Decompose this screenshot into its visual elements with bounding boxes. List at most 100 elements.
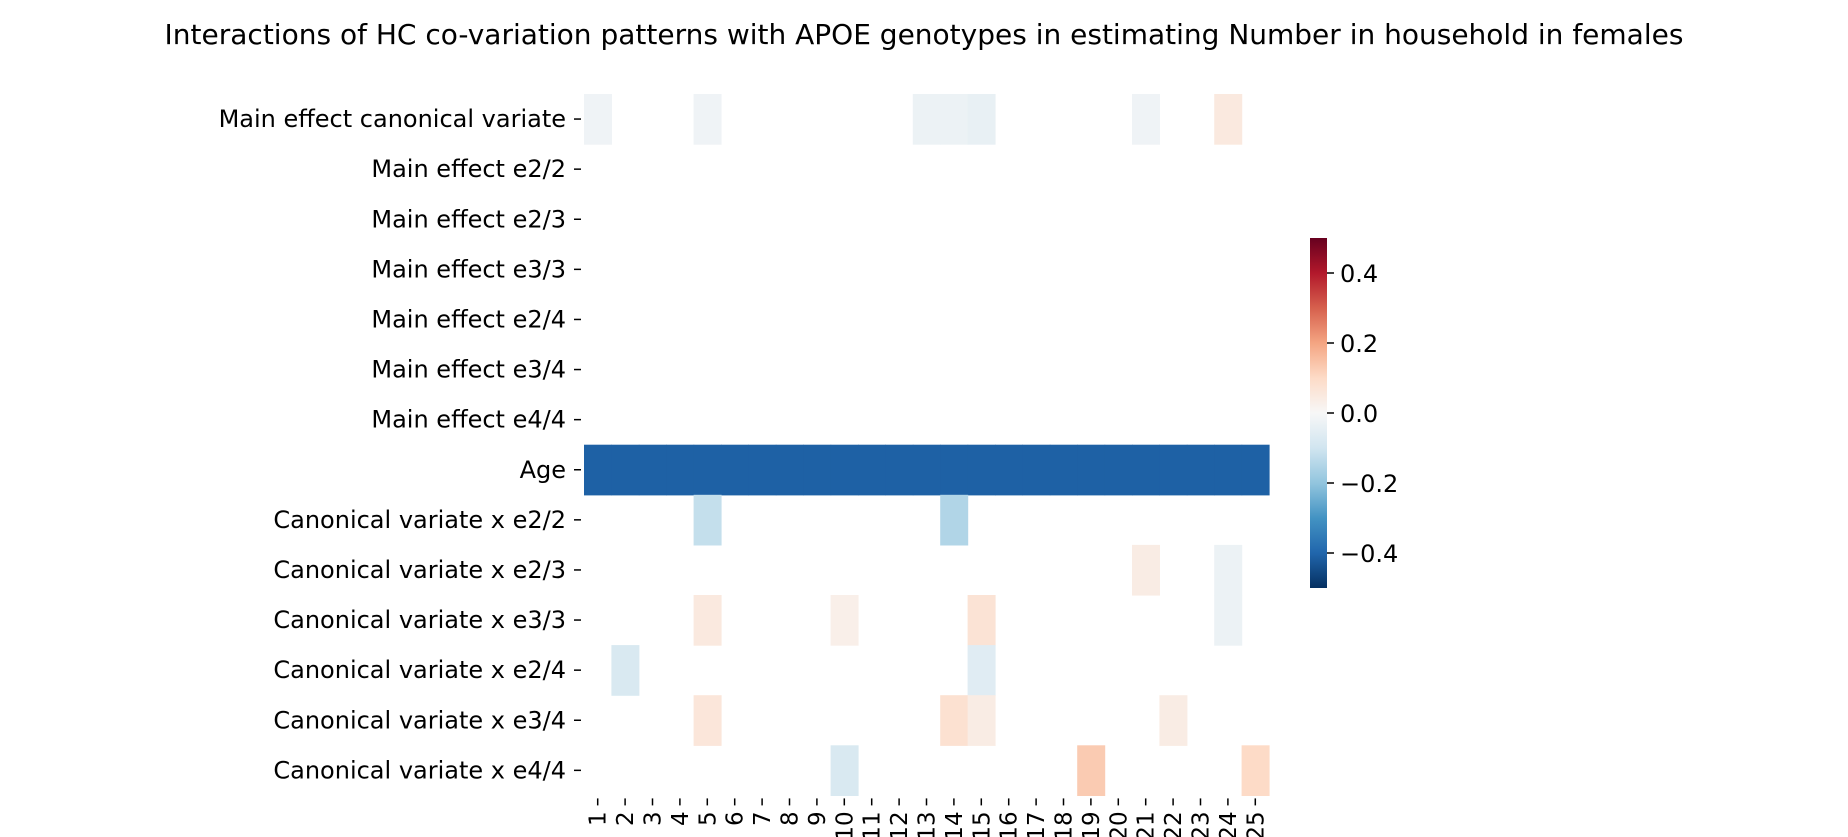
heatmap-cell: [1132, 444, 1160, 496]
colorbar-tick-label: −0.4: [1340, 540, 1398, 568]
heatmap-cell: [693, 444, 722, 496]
heatmap-cell: [940, 444, 969, 496]
heatmap-cell: [1022, 444, 1051, 496]
heatmap-cell: [638, 444, 667, 496]
y-axis: Main effect canonical variate Main effect…: [219, 105, 581, 784]
heatmap-cell: [721, 444, 749, 496]
heatmap-cell: [1214, 444, 1243, 496]
x-tick-label: 23: [1189, 811, 1215, 837]
heatmap-cell: [693, 695, 722, 746]
heatmap-cell: [1214, 94, 1243, 145]
x-tick-label: 25: [1243, 811, 1269, 837]
colorbar-ticks: 0.4 0.2 0.0 −0.2 −0.4: [1327, 260, 1398, 568]
heatmap-cell: [912, 444, 941, 496]
heatmap-cell: [611, 444, 640, 496]
heatmap-cell: [1214, 595, 1243, 646]
heatmap-cell: [1214, 544, 1243, 596]
x-tick-label: 3: [641, 811, 667, 826]
colorbar-gradient: [1310, 238, 1327, 588]
x-tick-label: 7: [750, 811, 776, 826]
heatmap-cell: [693, 595, 722, 646]
x-tick-label: 4: [668, 811, 694, 826]
heatmap-cell: [967, 595, 996, 646]
heatmap-cell: [611, 645, 640, 696]
heatmap-cell: [1241, 444, 1270, 496]
heatmap-cell: [1159, 444, 1188, 496]
x-tick-label: 5: [695, 811, 721, 826]
heatmap-cell: [940, 494, 969, 546]
y-tick-label: Main effect canonical variate: [219, 105, 566, 133]
y-tick-label: Canonical variate x e2/2: [273, 506, 566, 534]
heatmap-cell: [1241, 745, 1270, 796]
heatmap-cell: [1077, 444, 1106, 496]
heatmap-cell: [830, 745, 859, 796]
heatmap-cell: [1159, 695, 1188, 746]
heatmap-cell: [1077, 745, 1106, 796]
x-tick-label: 1: [586, 811, 612, 826]
heatmap-cell: [693, 94, 722, 145]
x-tick-label: 6: [723, 811, 749, 826]
heatmap-cell: [775, 444, 804, 496]
x-tick-label: 9: [805, 811, 831, 826]
heatmap-cell: [1132, 544, 1160, 596]
colorbar-tick-label: 0.2: [1340, 330, 1378, 358]
heatmap-cells: [584, 94, 1270, 796]
x-tick-label: 20: [1106, 811, 1132, 837]
y-tick-label: Canonical variate x e2/3: [273, 556, 566, 584]
heatmap-cell: [1132, 94, 1160, 145]
heatmap-cell: [666, 444, 695, 496]
y-tick-label: Main effect e3/4: [371, 356, 566, 384]
heatmap-cell: [967, 695, 996, 746]
colorbar-tick-label: 0.0: [1340, 400, 1378, 428]
x-tick-label: 11: [860, 811, 886, 837]
colorbar: 0.4 0.2 0.0 −0.2 −0.4: [1310, 238, 1398, 588]
heatmap-cell: [995, 444, 1023, 496]
heatmap-cell: [940, 94, 969, 145]
y-tick-label: Canonical variate x e3/4: [273, 706, 566, 734]
heatmap-cell: [584, 94, 612, 145]
x-tick-label: 13: [915, 811, 941, 837]
chart-title: Interactions of HC co-variation patterns…: [165, 18, 1684, 51]
heatmap-cell: [830, 595, 859, 646]
y-tick-label: Main effect e2/2: [371, 155, 566, 183]
x-tick-label: 2: [613, 811, 639, 826]
heatmap-cell: [830, 444, 859, 496]
heatmap-cell: [1186, 444, 1215, 496]
x-tick-label: 16: [997, 811, 1023, 837]
x-tick-label: 22: [1161, 811, 1187, 837]
x-tick-label: 14: [942, 811, 968, 837]
y-tick-label: Main effect e2/4: [371, 305, 566, 333]
y-tick-label: Main effect e2/3: [371, 205, 566, 233]
heatmap-cell: [967, 645, 996, 696]
x-tick-label: 15: [969, 811, 995, 837]
heatmap-cell: [967, 444, 996, 496]
y-tick-label: Canonical variate x e4/4: [273, 756, 566, 784]
x-tick-label: 12: [887, 811, 913, 837]
heatmap-cell: [584, 444, 612, 496]
heatmap-cell: [858, 444, 886, 496]
heatmap-cell: [912, 94, 941, 145]
x-tick-label: 10: [832, 811, 858, 837]
x-axis: 1 2 3 4 5 6 7 8 9 10 11 12 13 14 15 16 17 18 19 20 21 22 23 24 2…: [586, 798, 1269, 837]
colorbar-tick-label: 0.4: [1340, 260, 1378, 288]
y-tick-label: Canonical variate x e2/4: [273, 656, 566, 684]
heatmap-cell: [940, 695, 969, 746]
y-tick-label: Main effect e3/3: [371, 255, 566, 283]
heatmap-cell: [967, 94, 996, 145]
x-tick-label: 17: [1024, 811, 1050, 837]
x-tick-label: 24: [1216, 811, 1242, 837]
colorbar-tick-label: −0.2: [1340, 470, 1398, 498]
x-tick-label: 21: [1134, 811, 1160, 837]
heatmap-cell: [1049, 444, 1078, 496]
heatmap-cell: [803, 444, 832, 496]
heatmap-cell: [693, 494, 722, 546]
x-tick-label: 8: [778, 811, 804, 826]
x-tick-label: 18: [1052, 811, 1078, 837]
y-tick-label: Canonical variate x e3/3: [273, 606, 566, 634]
y-tick-label: Age: [520, 456, 566, 484]
heatmap-cell: [1104, 444, 1133, 496]
x-tick-label: 19: [1079, 811, 1105, 837]
y-tick-label: Main effect e4/4: [371, 406, 566, 434]
heatmap-cell: [748, 444, 777, 496]
